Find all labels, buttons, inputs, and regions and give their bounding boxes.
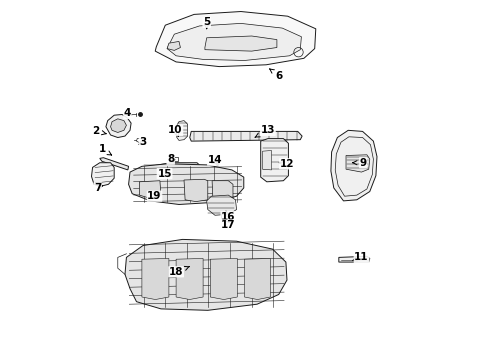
Polygon shape [155, 12, 315, 67]
Polygon shape [100, 158, 128, 170]
Polygon shape [330, 130, 376, 201]
Text: 19: 19 [147, 191, 162, 201]
Polygon shape [167, 23, 301, 60]
Polygon shape [244, 258, 270, 300]
Polygon shape [136, 139, 142, 143]
Polygon shape [206, 195, 236, 215]
Polygon shape [176, 121, 187, 140]
Text: 5: 5 [203, 17, 210, 28]
Polygon shape [204, 36, 276, 51]
Polygon shape [189, 131, 302, 141]
Polygon shape [173, 157, 178, 161]
Polygon shape [346, 155, 369, 172]
Text: 11: 11 [352, 252, 368, 262]
Text: 9: 9 [352, 158, 366, 168]
Text: 4: 4 [123, 108, 132, 118]
Text: 1: 1 [99, 144, 111, 155]
Polygon shape [167, 41, 180, 50]
Polygon shape [106, 114, 131, 138]
Text: 3: 3 [139, 137, 146, 147]
Polygon shape [176, 258, 203, 300]
Polygon shape [91, 163, 114, 186]
Text: 7: 7 [94, 183, 102, 193]
Text: 8: 8 [167, 154, 175, 164]
Text: 18: 18 [168, 266, 189, 277]
Text: 14: 14 [207, 155, 222, 165]
Text: 15: 15 [157, 168, 171, 179]
Polygon shape [128, 164, 244, 204]
Polygon shape [338, 256, 369, 262]
Polygon shape [262, 150, 271, 170]
Polygon shape [183, 179, 207, 202]
Text: 10: 10 [168, 125, 182, 136]
Polygon shape [125, 239, 286, 310]
Text: 17: 17 [221, 220, 235, 230]
Text: 16: 16 [221, 211, 235, 222]
Polygon shape [212, 181, 232, 200]
Polygon shape [260, 139, 288, 182]
Text: 12: 12 [279, 159, 294, 169]
Text: 13: 13 [255, 125, 275, 137]
Polygon shape [139, 181, 161, 198]
Polygon shape [210, 258, 237, 300]
Polygon shape [142, 258, 168, 300]
Text: 2: 2 [92, 126, 106, 136]
Polygon shape [110, 119, 126, 132]
Text: 6: 6 [269, 69, 282, 81]
Polygon shape [142, 163, 202, 182]
